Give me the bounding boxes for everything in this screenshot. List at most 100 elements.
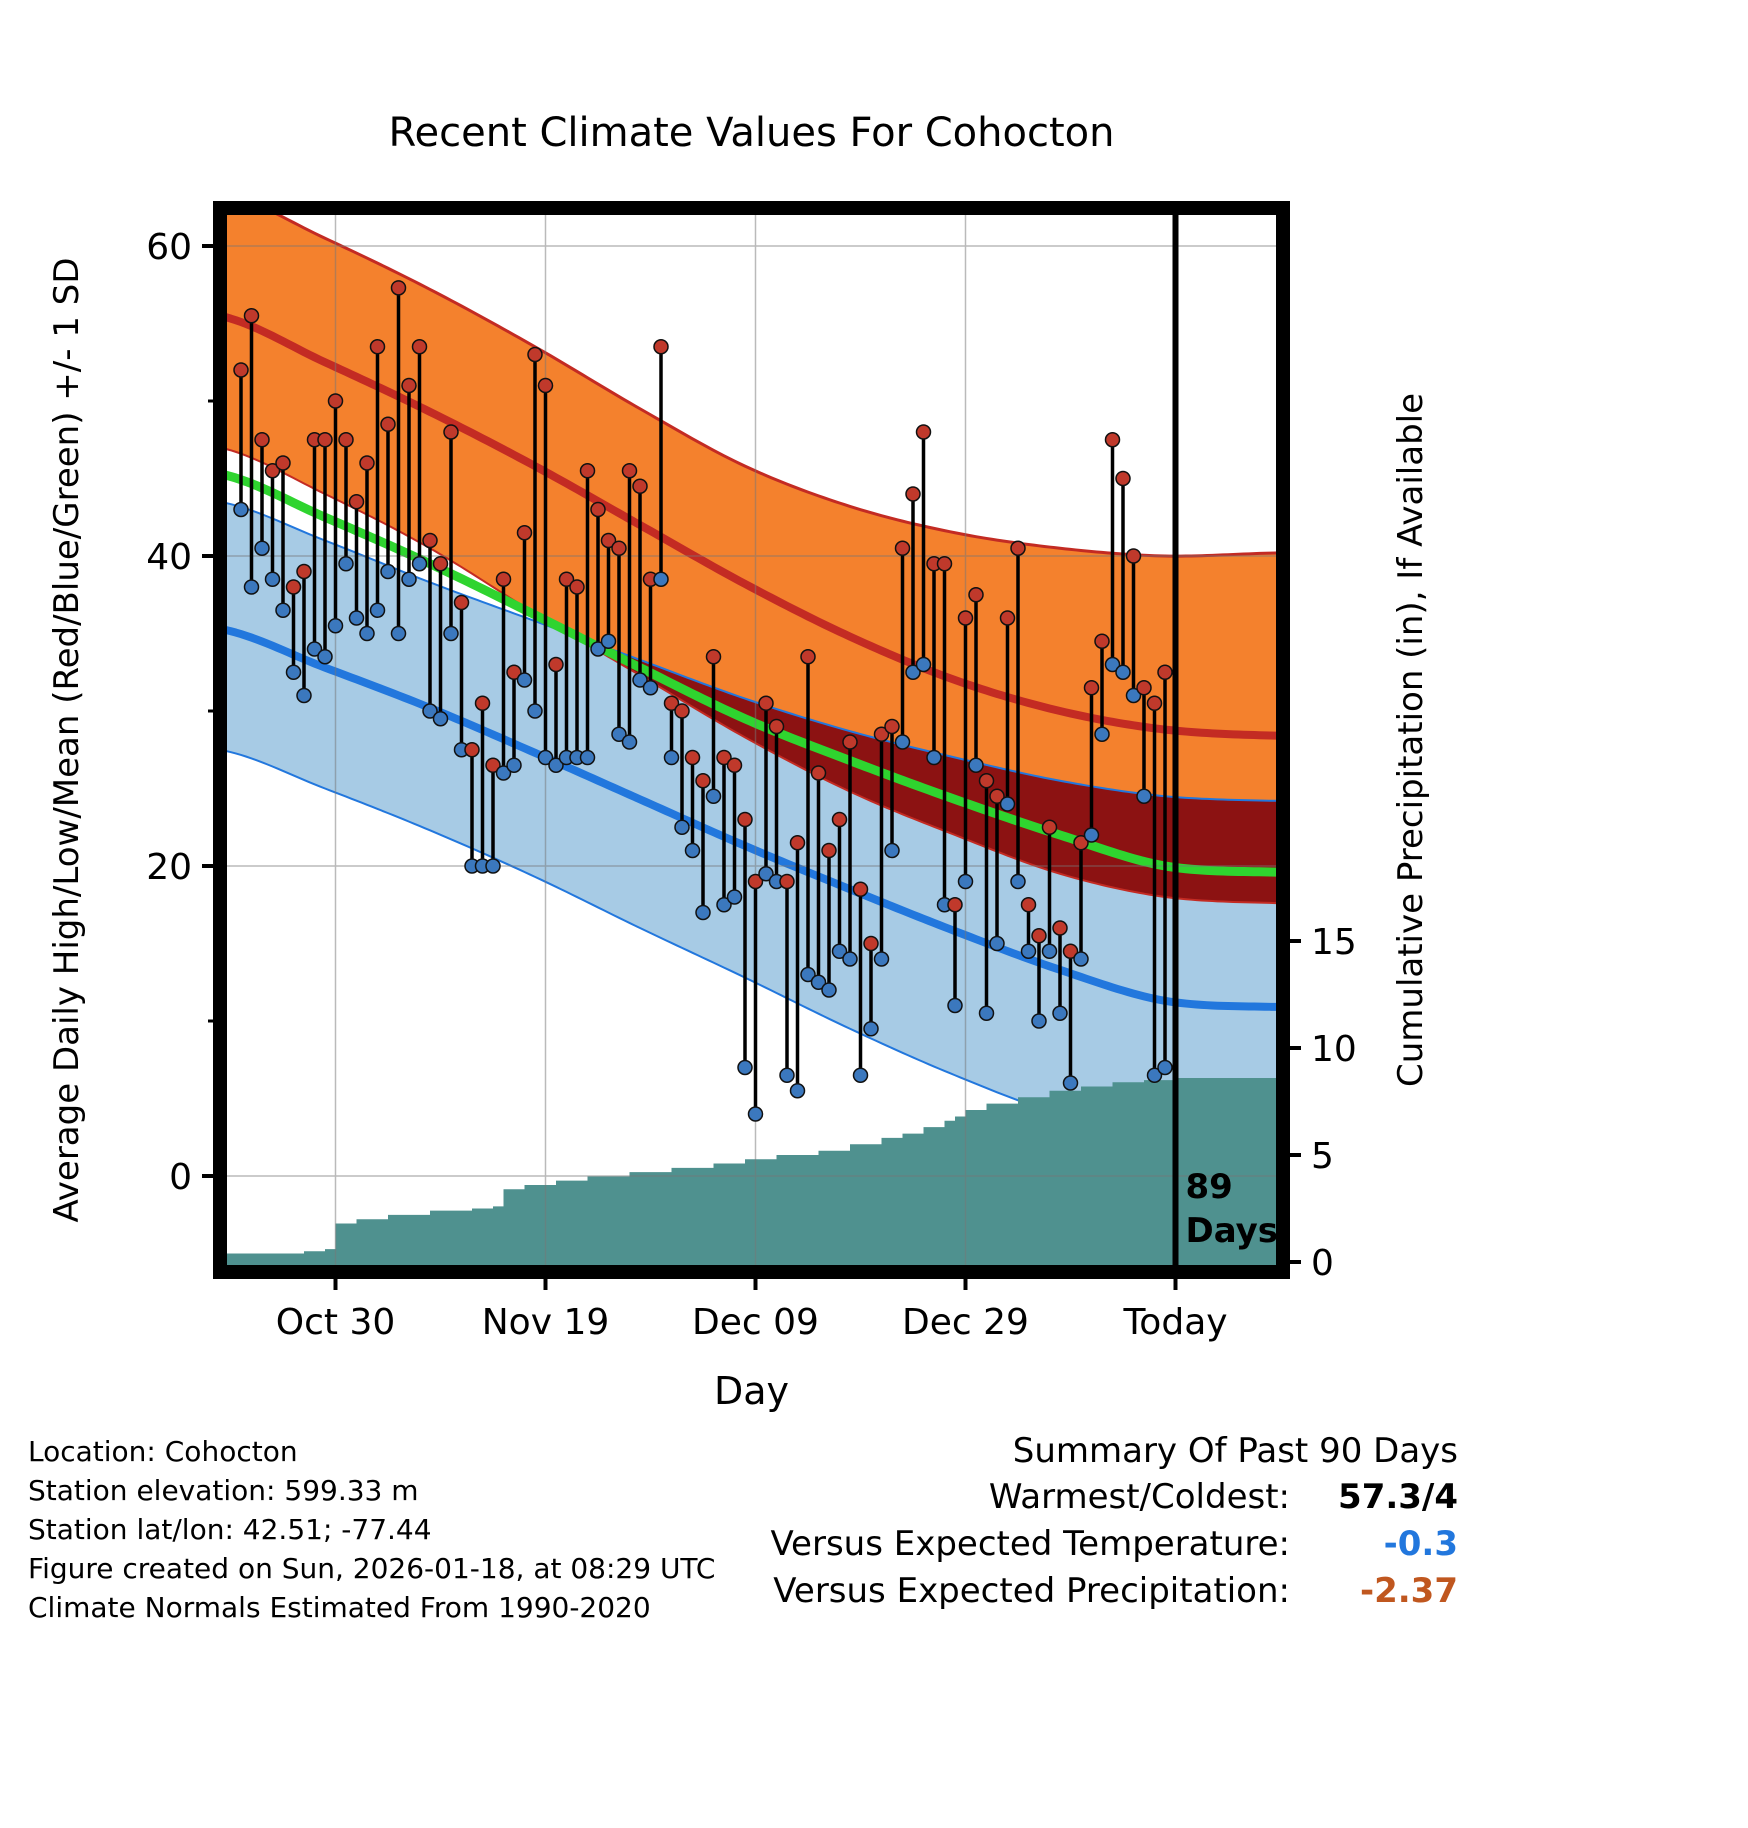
daily-low-dot <box>821 982 837 998</box>
daily-low-dot <box>527 703 543 719</box>
daily-low-dot <box>737 1059 753 1076</box>
y-axis-left-label: Average Daily High/Low/Mean (Red/Blue/Gr… <box>47 258 87 1223</box>
daily-low-dot <box>390 625 407 642</box>
daily-low-dot <box>317 649 333 665</box>
daily-low-dot <box>800 966 816 983</box>
daily-low-dot <box>968 757 984 773</box>
daily-high-dot <box>674 703 690 719</box>
x-tick-label: Nov 19 <box>482 1302 610 1343</box>
axes: 0 20 40 60 0 5 10 15 Oct 30 Nov 19 Dec 09 Dec 29 Tod… <box>47 227 1431 1413</box>
daily-low-dot <box>548 757 564 773</box>
daily-low-dot <box>348 610 365 626</box>
daily-low-dot <box>422 703 438 719</box>
daily-high-dot <box>527 346 543 363</box>
daily-low-dot <box>663 749 680 766</box>
daily-high-dot <box>705 649 722 665</box>
daily-low-dot <box>1052 1005 1068 1021</box>
daily-high-dot <box>1104 432 1121 448</box>
daily-low-dot <box>1083 827 1100 843</box>
daily-high-dot <box>254 432 270 448</box>
daily-high-dot <box>611 540 627 556</box>
daily-low-dot <box>264 571 281 587</box>
daily-high-dot <box>831 811 848 828</box>
daily-low-dot <box>590 641 606 657</box>
daily-high-dot <box>936 556 953 572</box>
daily-low-dot <box>275 602 291 618</box>
daily-high-dot <box>947 897 963 913</box>
daily-low-dot <box>905 664 921 680</box>
daily-high-dot <box>348 494 365 510</box>
daily-low-dot <box>915 656 932 673</box>
daily-high-dot <box>873 726 890 742</box>
daily-high-dot <box>327 393 344 409</box>
daily-high-dot <box>590 501 606 518</box>
daily-high-dot <box>768 718 785 735</box>
daily-high-dot <box>695 773 711 789</box>
x-tick-label: Dec 09 <box>692 1302 819 1343</box>
daily-high-dot <box>1146 695 1163 711</box>
y-right-tick-label: 15 <box>1311 922 1357 963</box>
daily-low-dot <box>579 749 596 766</box>
daily-high-dot <box>495 571 512 587</box>
daily-high-dot <box>894 540 911 556</box>
daily-high-dot <box>537 377 554 394</box>
daily-low-dot <box>1136 788 1152 804</box>
daily-high-dot <box>1083 680 1100 696</box>
daily-high-dot <box>737 811 753 828</box>
daily-high-dot <box>1041 819 1058 835</box>
daily-observations <box>233 280 1173 1122</box>
daily-high-dot <box>443 424 459 440</box>
daily-high-dot <box>1157 664 1173 680</box>
daily-high-dot <box>632 478 648 494</box>
station-elevation: Station elevation: 599.33 m <box>28 1474 419 1507</box>
daily-low-dot <box>1062 1075 1079 1091</box>
daily-low-dot <box>401 571 417 587</box>
daily-high-dot <box>957 610 974 626</box>
daily-high-dot <box>852 881 869 897</box>
overlap-band <box>223 475 1280 904</box>
daily-low-dot <box>506 757 522 773</box>
y-left-tick-label: 60 <box>146 227 192 268</box>
daily-high-dot <box>600 532 617 549</box>
daily-high-dot <box>285 579 302 595</box>
daily-low-dot <box>1104 656 1121 673</box>
daily-high-dot <box>422 532 438 549</box>
daily-high-dot <box>989 788 1005 804</box>
daily-low-dot <box>1094 726 1110 742</box>
daily-low-dot <box>1020 943 1037 959</box>
daily-low-dot <box>327 618 344 634</box>
daily-low-dot <box>621 734 638 750</box>
daily-high-dot <box>1010 540 1026 556</box>
daily-low-dot <box>1073 951 1089 967</box>
daily-low-dot <box>758 866 774 882</box>
daily-high-dot <box>810 765 827 781</box>
daily-low-dot <box>632 672 648 688</box>
daily-high-dot <box>516 525 533 541</box>
daily-high-dot <box>369 339 386 355</box>
summary-label: Versus Expected Temperature: <box>770 1524 1290 1564</box>
y-right-tick-label: 5 <box>1311 1136 1334 1177</box>
summary-heading: Summary Of Past 90 Days <box>1012 1431 1458 1471</box>
summary-row-vs-temperature: Versus Expected Temperature: -0.3 <box>770 1521 1458 1568</box>
daily-high-dot <box>338 432 354 448</box>
daily-high-dot <box>569 579 585 595</box>
daily-low-dot <box>873 951 890 967</box>
daily-high-dot <box>1136 680 1152 696</box>
daily-low-dot <box>611 726 627 742</box>
daily-low-dot <box>726 889 743 905</box>
daily-low-dot <box>1031 1013 1047 1029</box>
daily-high-dot <box>726 757 743 773</box>
daily-high-dot <box>296 563 312 580</box>
daily-high-dot <box>716 749 732 766</box>
daily-high-dot <box>758 695 774 711</box>
daily-high-dot <box>275 455 291 471</box>
summary-value: 57.3/4 <box>1338 1477 1458 1517</box>
daily-low-dot <box>716 897 732 913</box>
station-location: Location: Cohocton <box>28 1435 298 1468</box>
daily-high-dot <box>663 695 680 711</box>
daily-low-dot <box>1146 1067 1163 1083</box>
daily-low-dot <box>705 788 722 804</box>
daily-low-dot <box>674 819 690 835</box>
